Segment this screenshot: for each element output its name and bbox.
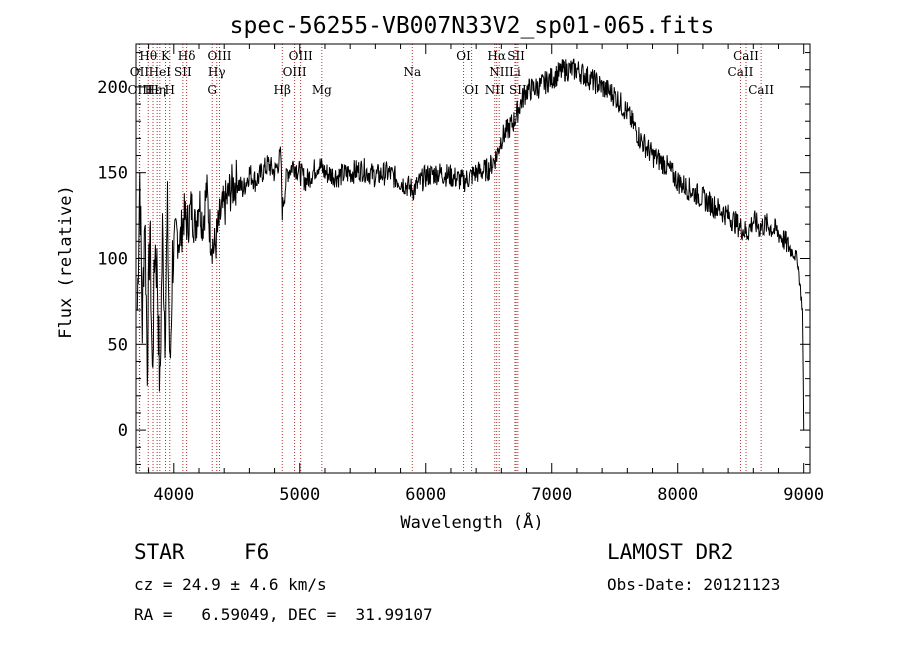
y-tick-label-3: 150 [97, 164, 128, 184]
y-tick-label-4: 200 [97, 78, 128, 98]
coordinates: RA = 6.59049, DEC = 31.99107 [134, 605, 433, 624]
line-label-19: OI [464, 83, 479, 97]
x-tick-label-4: 8000 [657, 485, 698, 505]
line-label-14: OIII [283, 65, 307, 79]
line-label-4: K [161, 49, 171, 63]
line-label-11: Hγ [208, 65, 226, 79]
y-axis-ticks: 0 50 100 150 200 [97, 52, 810, 465]
line-label-17: Na [403, 65, 421, 79]
y-axis-label: Flux (relative) [56, 185, 76, 339]
line-label-7: SII [174, 65, 192, 79]
line-label-23: Li [509, 65, 521, 79]
object-subclass: F6 [244, 540, 270, 564]
line-label-22: NII [489, 65, 509, 79]
line-label-27: CaII [728, 65, 754, 79]
line-label-28: CaII [748, 83, 774, 97]
redshift-velocity: cz = 24.9 ± 4.6 km/s [134, 575, 327, 594]
plot-frame [135, 43, 811, 474]
line-label-16: Mg [312, 83, 332, 97]
x-tick-label-0: 4000 [153, 485, 194, 505]
line-label-13: OIII [289, 49, 313, 63]
survey-name: LAMOST DR2 [607, 540, 734, 564]
x-axis-ticks: 4000 5000 6000 7000 8000 9000 [148, 44, 824, 505]
line-label-5: HeI [149, 65, 172, 79]
x-tick-label-3: 7000 [531, 485, 572, 505]
line-label-15: Hβ [274, 83, 291, 97]
x-tick-label-2: 6000 [405, 485, 446, 505]
x-tick-label-5: 9000 [783, 485, 824, 505]
chart-title: spec-56255-VB007N33V2_sp01-065.fits [230, 13, 715, 39]
line-label-20: Hα [487, 49, 506, 63]
y-tick-label-0: 0 [118, 421, 128, 441]
y-tick-label-1: 50 [108, 335, 128, 355]
emission-line-markers [138, 44, 762, 473]
line-label-3: Hε [145, 83, 162, 97]
line-label-21: SII [507, 49, 525, 63]
line-label-26: CaII [733, 49, 759, 63]
y-tick-label-2: 100 [97, 250, 128, 270]
observation-date: Obs-Date: 20121123 [607, 575, 781, 594]
line-label-9: Hδ [178, 49, 196, 63]
line-label-1: OII [130, 65, 150, 79]
x-axis-label: Wavelength (Å) [400, 511, 543, 533]
spectrum-line [136, 58, 805, 431]
line-label-6: Hη [148, 83, 166, 97]
line-label-12: G [207, 83, 217, 97]
object-class: STAR [134, 540, 185, 564]
line-label-24: NII [485, 83, 505, 97]
line-label-10: OIII [207, 49, 231, 63]
x-tick-label-1: 5000 [279, 485, 320, 505]
line-label-8: H [165, 83, 175, 97]
line-label-0: Hθ [139, 49, 157, 63]
line-label-18: OI [456, 49, 471, 63]
